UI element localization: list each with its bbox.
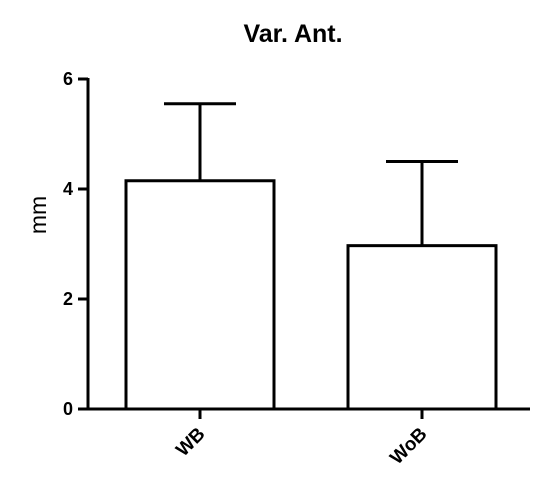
bar-wb [124, 179, 276, 411]
y-tick-label: 0 [63, 399, 73, 419]
bar-wob [346, 244, 498, 411]
y-tick-label: 2 [63, 289, 73, 309]
plot-area: 0 2 4 6 WB WoB [63, 69, 530, 469]
x-tick-label: WoB [386, 424, 431, 469]
y-tick-label: 4 [63, 179, 73, 199]
x-tick-label: WB [172, 424, 209, 461]
y-tick-label: 6 [63, 69, 73, 89]
y-axis-label: mm [25, 196, 51, 234]
chart-title: Var. Ant. [243, 20, 342, 48]
